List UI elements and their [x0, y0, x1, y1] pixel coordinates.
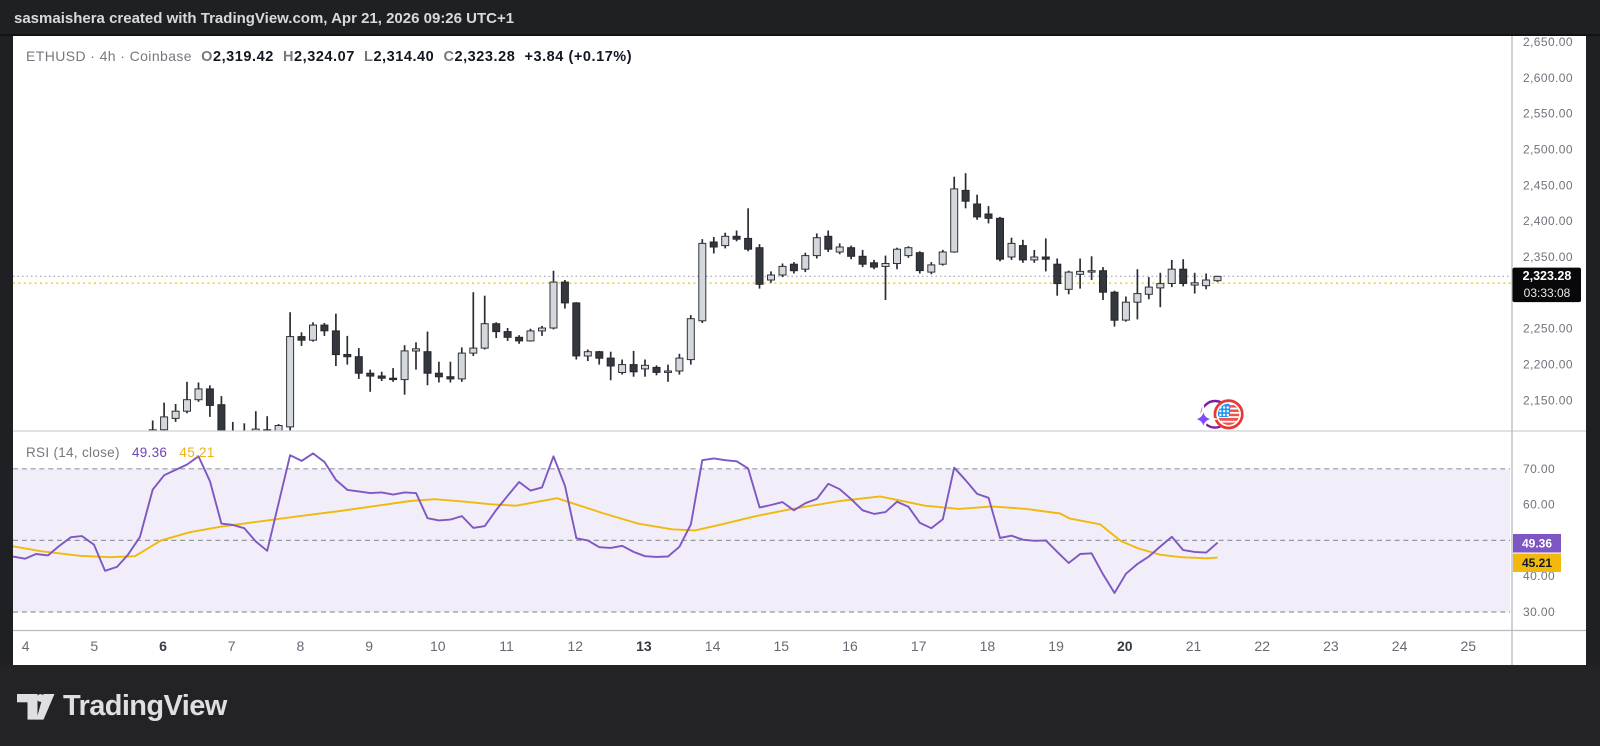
svg-text:24: 24 [1392, 638, 1408, 654]
svg-text:70.00: 70.00 [1523, 462, 1555, 476]
svg-text:03:33:08: 03:33:08 [1524, 286, 1571, 300]
svg-text:4: 4 [22, 638, 30, 654]
svg-text:6: 6 [159, 638, 167, 654]
svg-text:5: 5 [90, 638, 98, 654]
svg-text:19: 19 [1048, 638, 1064, 654]
svg-text:13: 13 [636, 638, 652, 654]
svg-text:21: 21 [1186, 638, 1202, 654]
svg-text:20: 20 [1117, 638, 1133, 654]
svg-text:2,323.28: 2,323.28 [1523, 269, 1572, 283]
svg-text:22: 22 [1254, 638, 1270, 654]
svg-text:45.21: 45.21 [1522, 556, 1552, 570]
svg-text:18: 18 [980, 638, 996, 654]
svg-text:2,350.00: 2,350.00 [1523, 250, 1573, 264]
svg-text:2,600.00: 2,600.00 [1523, 71, 1573, 85]
svg-text:30.00: 30.00 [1523, 605, 1555, 619]
svg-text:8: 8 [297, 638, 305, 654]
svg-text:10: 10 [430, 638, 446, 654]
svg-text:60.00: 60.00 [1523, 498, 1555, 512]
svg-text:40.00: 40.00 [1523, 569, 1555, 583]
svg-text:2,400.00: 2,400.00 [1523, 214, 1573, 228]
svg-text:17: 17 [911, 638, 927, 654]
svg-text:14: 14 [705, 638, 721, 654]
svg-text:23: 23 [1323, 638, 1339, 654]
svg-text:15: 15 [774, 638, 790, 654]
svg-text:12: 12 [567, 638, 583, 654]
svg-text:2,650.00: 2,650.00 [1523, 36, 1573, 49]
svg-text:2,200.00: 2,200.00 [1523, 358, 1573, 372]
svg-text:2,150.00: 2,150.00 [1523, 393, 1573, 407]
svg-text:11: 11 [499, 638, 514, 654]
svg-text:16: 16 [842, 638, 858, 654]
svg-text:2,500.00: 2,500.00 [1523, 143, 1573, 157]
svg-text:2,450.00: 2,450.00 [1523, 178, 1573, 192]
svg-text:2,550.00: 2,550.00 [1523, 107, 1573, 121]
svg-text:2,250.00: 2,250.00 [1523, 322, 1573, 336]
svg-text:7: 7 [228, 638, 236, 654]
svg-text:25: 25 [1461, 638, 1477, 654]
svg-text:49.36: 49.36 [1522, 537, 1552, 551]
svg-text:9: 9 [365, 638, 373, 654]
